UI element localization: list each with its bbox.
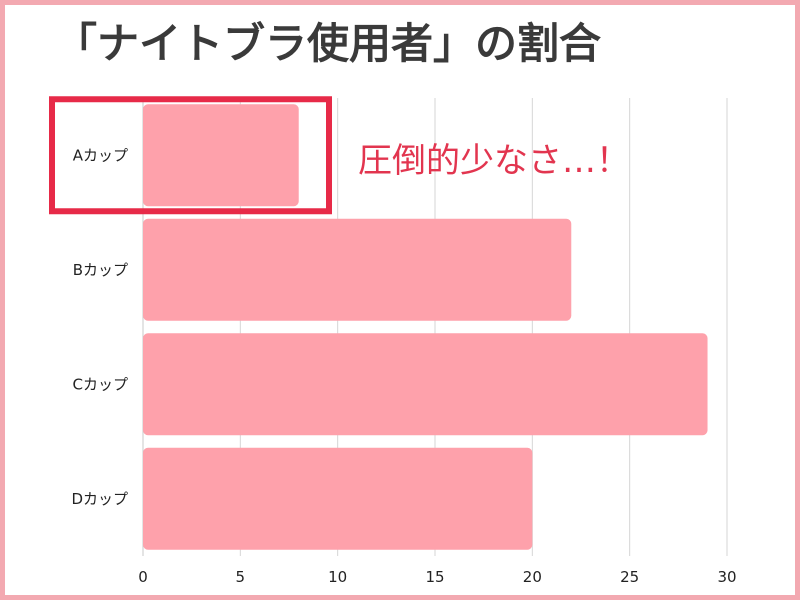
x-tick-label-30: 30 — [717, 568, 736, 586]
highlight-box — [49, 96, 332, 215]
x-tick-label-20: 20 — [523, 568, 542, 586]
x-tick-label-25: 25 — [620, 568, 639, 586]
bar-3 — [143, 333, 708, 436]
category-label-3: Cカップ — [73, 375, 128, 393]
x-tick-label-0: 0 — [138, 568, 148, 586]
x-tick-label-10: 10 — [328, 568, 347, 586]
annotation-text: 圧倒的少なさ…！ — [358, 141, 630, 181]
category-label-1: Aカップ — [73, 146, 128, 164]
category-label-2: Bカップ — [73, 261, 128, 279]
chart-title: 「ナイトブラ使用者」の割合 — [55, 19, 602, 68]
bar-4 — [143, 447, 533, 550]
x-tick-label-15: 15 — [425, 568, 444, 586]
bar-1 — [143, 104, 299, 207]
x-tick-label-5: 5 — [236, 568, 246, 586]
category-label-4: Dカップ — [71, 490, 128, 508]
bar-2 — [143, 218, 572, 321]
